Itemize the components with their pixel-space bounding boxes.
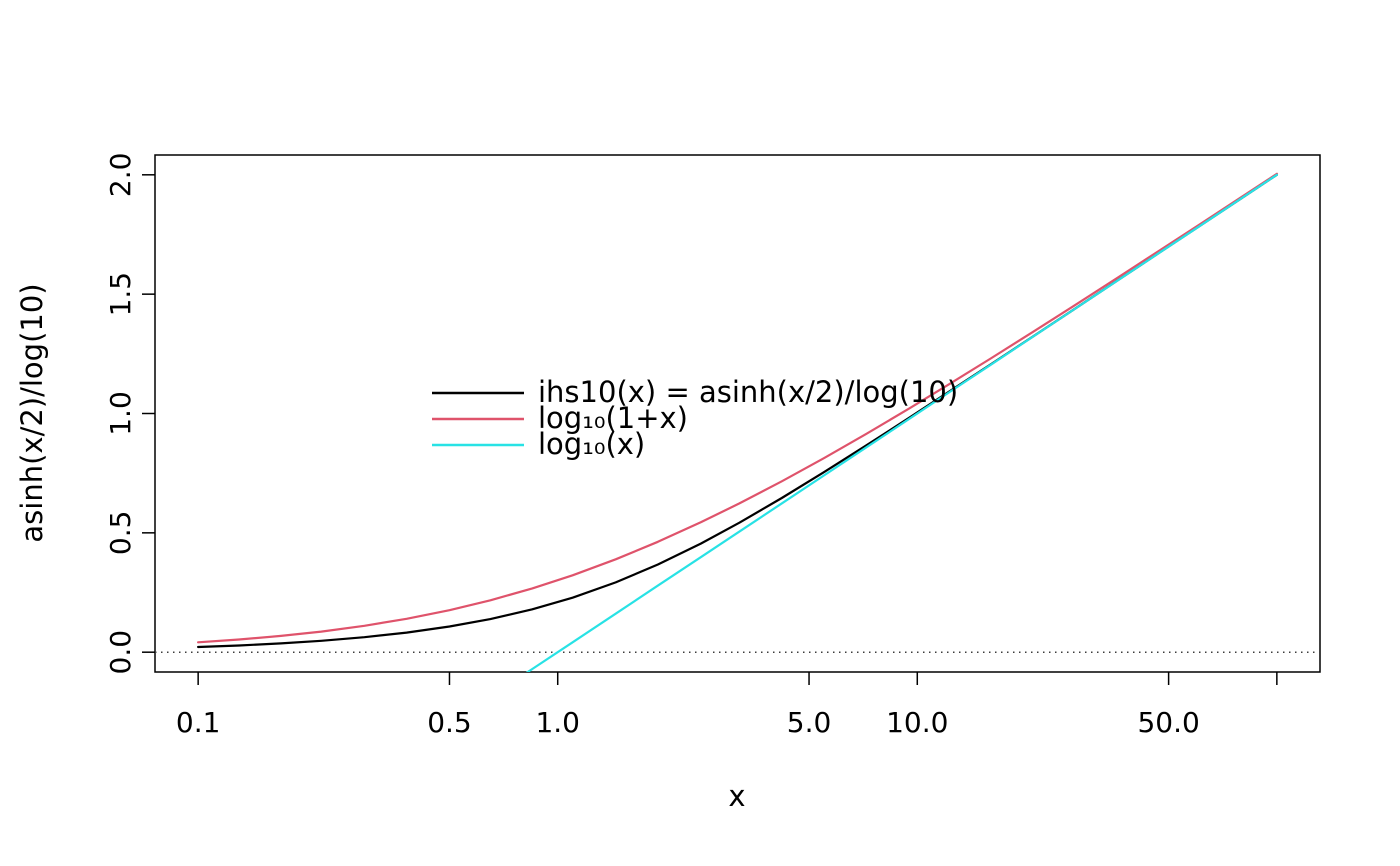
series-line-0 xyxy=(197,173,1279,649)
legend-label: log₁₀(1+x) xyxy=(538,401,688,435)
x-tick-label: 0.5 xyxy=(427,706,472,739)
x-tick-label: 1.0 xyxy=(535,706,580,739)
x-tick-label: 0.1 xyxy=(176,706,221,739)
series-line-2 xyxy=(525,173,1279,672)
legend-label: ihs10(x) = asinh(x/2)/log(10) xyxy=(538,375,958,409)
y-tick-label: 1.5 xyxy=(104,272,137,317)
legend-label: log₁₀(x) xyxy=(538,427,645,461)
x-tick-label: 50.0 xyxy=(1137,706,1199,739)
y-tick-label: 1.0 xyxy=(104,391,137,436)
x-axis-label: x xyxy=(728,779,745,813)
y-tick-label: 0.0 xyxy=(104,630,137,675)
plot-dynamic-content: 0.1 0.5 1.0 5.0 10.0 50.0 0.0 0.5 1.0 1.5 2.0 ihs10… xyxy=(104,153,1321,739)
x-tick-label: 10.0 xyxy=(886,706,948,739)
y-tick-label: 2.0 xyxy=(104,153,137,198)
plot-box xyxy=(154,154,1321,673)
y-axis-label: asinh(x/2)/log(10) xyxy=(15,283,49,542)
x-tick-label: 5.0 xyxy=(787,706,832,739)
series-group xyxy=(197,172,1279,672)
y-tick-label: 0.5 xyxy=(104,511,137,556)
series-line-1 xyxy=(197,172,1279,644)
